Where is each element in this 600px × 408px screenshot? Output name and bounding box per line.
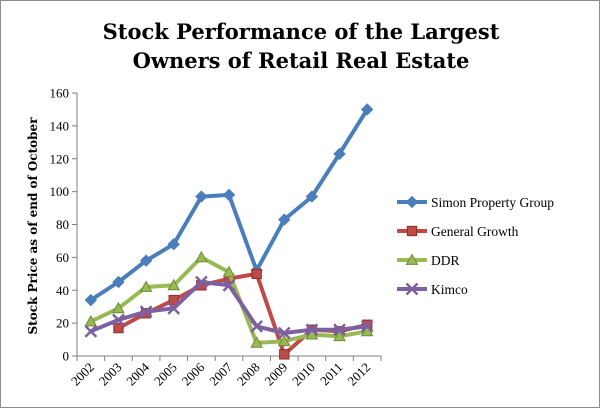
x-tick-label: 2007 <box>206 359 235 388</box>
y-tick-label: 120 <box>50 151 70 166</box>
data-point <box>167 301 181 315</box>
series-line <box>88 280 370 335</box>
data-point <box>194 275 208 289</box>
data-point <box>251 268 262 279</box>
series-ddr <box>84 250 374 348</box>
data-point-stroke <box>194 275 208 289</box>
x-axis-ticks: 2002200320042005200620072008200920102011… <box>68 356 382 389</box>
y-axis-ticks: 0 20 40 60 80 100 120 140 160 <box>50 86 77 364</box>
legend: Simon Property Group General Growth DDR Kim… <box>397 195 554 297</box>
x-tick-label: 2004 <box>123 359 152 388</box>
y-tick-label: 0 <box>63 349 70 364</box>
data-point <box>305 323 319 337</box>
x-tick-label: 2011 <box>317 360 346 389</box>
data-point <box>277 326 291 340</box>
x-tick-label: 2003 <box>96 360 125 389</box>
y-tick-label: 100 <box>50 184 70 199</box>
data-point <box>195 250 208 263</box>
data-point <box>139 254 153 267</box>
x-tick-label: 2006 <box>178 359 207 388</box>
data-point <box>279 349 290 360</box>
legend-label: Simon Property Group <box>431 195 554 210</box>
legend-item: Simon Property Group <box>397 195 554 210</box>
data-point <box>168 294 179 306</box>
data-point <box>405 253 419 265</box>
data-point <box>333 329 346 342</box>
x-tick-label: 2009 <box>261 360 290 389</box>
data-point <box>333 323 346 337</box>
data-point <box>360 320 374 333</box>
y-tick-label: 160 <box>50 86 70 101</box>
data-point <box>250 336 263 348</box>
legend-item: General Growth <box>397 224 519 239</box>
data-point-stroke <box>222 278 236 292</box>
x-tick-label: 2012 <box>344 360 373 389</box>
data-point-stroke <box>405 282 419 296</box>
data-point <box>167 278 181 291</box>
data-point <box>112 301 125 314</box>
data-point <box>360 103 374 116</box>
x-tick-label: 2002 <box>68 360 97 389</box>
data-point <box>112 275 125 289</box>
series-layer <box>84 103 374 360</box>
data-point-stroke <box>277 326 291 340</box>
data-point-stroke <box>112 313 125 327</box>
data-point <box>112 313 125 327</box>
data-point <box>333 147 346 161</box>
legend-label: General Growth <box>431 224 519 239</box>
y-tick-label: 60 <box>56 250 69 265</box>
data-point <box>84 314 98 327</box>
data-point <box>222 278 236 292</box>
x-tick-label: 2005 <box>151 360 180 389</box>
data-point <box>139 280 153 292</box>
data-point <box>305 190 319 203</box>
data-point <box>250 320 264 333</box>
data-point-stroke <box>250 320 264 333</box>
data-point <box>405 282 419 296</box>
data-point <box>222 188 236 202</box>
chart-title-line-2: Owners of Retail Real Estate <box>133 48 470 73</box>
legend-label: DDR <box>431 253 460 268</box>
data-point <box>278 213 291 226</box>
data-point <box>84 324 98 338</box>
data-point <box>139 305 153 319</box>
data-point-stroke <box>167 301 181 315</box>
data-point <box>195 190 208 203</box>
data-point <box>84 293 98 307</box>
data-point-stroke <box>84 324 98 338</box>
series-kimco <box>84 275 374 340</box>
y-tick-label: 80 <box>56 217 69 232</box>
legend-label: Kimco <box>431 282 468 297</box>
y-tick-label: 140 <box>50 118 70 133</box>
data-point <box>222 265 236 278</box>
x-tick-label: 2008 <box>234 360 263 389</box>
legend-item: DDR <box>397 253 460 268</box>
data-point <box>167 238 180 251</box>
series-simon-property-group <box>84 103 374 307</box>
chart-title-line-1: Stock Performance of the Largest <box>103 19 500 44</box>
data-point-stroke <box>360 320 374 333</box>
y-tick-label: 40 <box>56 283 69 298</box>
y-axis-label: Stock Price as of end of October <box>26 117 40 335</box>
legend-item: Kimco <box>397 282 468 297</box>
data-point <box>405 195 419 209</box>
data-point <box>113 322 124 334</box>
data-point <box>277 334 291 347</box>
x-tick-label: 2010 <box>289 360 318 389</box>
series-general-growth <box>113 268 373 360</box>
data-point-stroke <box>139 305 153 319</box>
data-point <box>406 225 418 237</box>
y-tick-label: 20 <box>56 316 69 331</box>
data-point-stroke <box>305 323 319 337</box>
data-point-stroke <box>333 323 346 337</box>
